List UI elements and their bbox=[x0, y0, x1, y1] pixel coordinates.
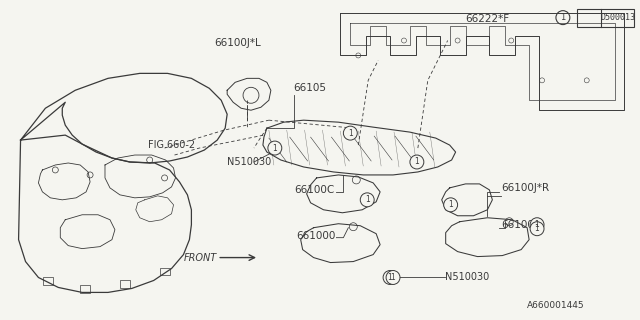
Bar bbox=[120, 280, 130, 288]
Text: FRONT: FRONT bbox=[184, 252, 217, 263]
Text: 66100D: 66100D bbox=[501, 220, 542, 230]
Circle shape bbox=[386, 270, 400, 284]
Circle shape bbox=[530, 218, 544, 232]
Circle shape bbox=[360, 193, 374, 207]
Text: N510030: N510030 bbox=[227, 157, 271, 167]
Bar bbox=[80, 285, 90, 293]
Bar bbox=[159, 268, 170, 276]
Text: 661000: 661000 bbox=[297, 231, 336, 241]
Circle shape bbox=[530, 222, 544, 236]
Text: 66222*F: 66222*F bbox=[465, 14, 509, 24]
Circle shape bbox=[444, 198, 458, 212]
Circle shape bbox=[268, 141, 282, 155]
Text: N510030: N510030 bbox=[445, 273, 489, 283]
Text: 1: 1 bbox=[390, 273, 396, 282]
Text: FIG.660-2: FIG.660-2 bbox=[148, 140, 195, 150]
Text: D500013: D500013 bbox=[600, 13, 635, 22]
Text: 1: 1 bbox=[534, 224, 540, 233]
Text: A660001445: A660001445 bbox=[527, 301, 585, 310]
Text: 66100J*R: 66100J*R bbox=[501, 183, 549, 193]
Text: 1: 1 bbox=[348, 129, 353, 138]
Text: 66100C: 66100C bbox=[294, 185, 335, 195]
Circle shape bbox=[383, 270, 397, 284]
Text: 1: 1 bbox=[273, 144, 277, 153]
Text: 1: 1 bbox=[534, 220, 540, 229]
Text: 1: 1 bbox=[365, 195, 369, 204]
Text: 66100J*L: 66100J*L bbox=[214, 37, 261, 47]
Circle shape bbox=[410, 155, 424, 169]
Text: 1: 1 bbox=[448, 200, 453, 209]
Text: 1: 1 bbox=[388, 273, 392, 282]
Bar bbox=[44, 277, 53, 285]
Bar bbox=[577, 9, 634, 27]
Circle shape bbox=[344, 126, 357, 140]
Text: 66105: 66105 bbox=[294, 83, 326, 93]
Text: 1: 1 bbox=[560, 13, 566, 22]
Text: 1: 1 bbox=[415, 157, 419, 166]
